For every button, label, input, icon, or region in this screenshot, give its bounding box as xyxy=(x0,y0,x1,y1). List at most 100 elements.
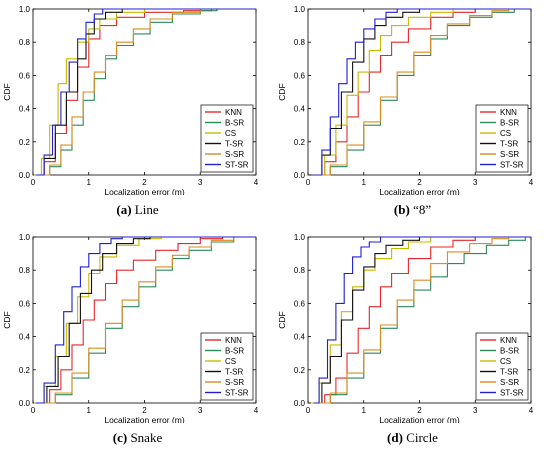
series-line-s-sr xyxy=(313,236,531,404)
series-line-b-sr xyxy=(35,8,256,176)
legend-label: T-SR xyxy=(225,140,243,149)
x-tick-label: 3 xyxy=(473,406,478,415)
x-tick-label: 4 xyxy=(254,178,259,187)
x-axis-label: Localization error (m) xyxy=(104,187,184,195)
x-tick-label: 1 xyxy=(87,178,92,187)
series-line-st-sr xyxy=(313,8,531,176)
series-line-st-sr xyxy=(35,8,256,176)
caption-b: (b) “8” xyxy=(275,202,550,218)
y-tick-label: 0.2 xyxy=(19,138,31,147)
x-tick-label: 0 xyxy=(31,178,36,187)
y-tick-label: 0.2 xyxy=(19,366,31,375)
y-tick-label: 0.4 xyxy=(19,105,31,114)
x-tick-label: 4 xyxy=(529,406,534,415)
x-tick-label: 4 xyxy=(254,406,259,415)
legend-label: ST-SR xyxy=(500,389,524,398)
x-tick-label: 1 xyxy=(87,406,92,415)
series-line-s-sr xyxy=(35,8,256,176)
chart-panel-c: 0 1 2 3 4 0.0 0.2 0.4 0.6 0.8 1.0 Localization erro… xyxy=(2,233,259,423)
legend-label: KNN xyxy=(500,336,517,345)
x-tick-label: 3 xyxy=(198,406,203,415)
y-tick-label: 0.6 xyxy=(19,299,31,308)
series-line-s-sr xyxy=(35,236,256,404)
caption-text: Circle xyxy=(406,430,438,445)
y-tick-label: 0.0 xyxy=(19,171,31,180)
series-line-t-sr xyxy=(313,8,531,176)
legend-label: KNN xyxy=(225,108,242,117)
chart-panel-d: 0 1 2 3 4 0.0 0.2 0.4 0.6 0.8 1.0 Localization erro… xyxy=(277,233,534,423)
series-line-t-sr xyxy=(35,8,256,176)
legend-label: S-SR xyxy=(225,378,244,387)
caption-text: “8” xyxy=(413,202,432,217)
legend-label: CS xyxy=(225,357,236,366)
legend-label: S-SR xyxy=(500,378,519,387)
caption-letter: (d) xyxy=(387,430,403,445)
legend-label: ST-SR xyxy=(225,389,249,398)
chart-panel-b: 0 1 2 3 4 0.0 0.2 0.4 0.6 0.8 1.0 Localization erro… xyxy=(277,5,534,195)
chart-panel-a: 0 1 2 3 4 0.0 0.2 0.4 0.6 0.8 1.0 Localization erro… xyxy=(2,5,259,195)
series-line-t-sr xyxy=(35,236,256,404)
y-tick-label: 0.0 xyxy=(294,399,306,408)
x-tick-label: 3 xyxy=(473,178,478,187)
legend-label: B-SR xyxy=(500,347,519,356)
legend-label: B-SR xyxy=(225,347,244,356)
x-tick-label: 2 xyxy=(417,178,422,187)
y-axis-label: CDF xyxy=(2,83,12,100)
legend-label: KNN xyxy=(225,336,242,345)
caption-a: (a) Line xyxy=(0,202,275,218)
legend-label: B-SR xyxy=(500,119,519,128)
x-tick-label: 0 xyxy=(31,406,36,415)
legend-label: S-SR xyxy=(225,150,244,159)
y-tick-label: 1.0 xyxy=(294,5,306,14)
legend-label: CS xyxy=(225,129,236,138)
series-line-s-sr xyxy=(313,8,531,176)
legend-label: CS xyxy=(500,357,511,366)
y-tick-label: 0.8 xyxy=(19,266,31,275)
legend-label: B-SR xyxy=(225,119,244,128)
y-tick-label: 0.0 xyxy=(19,399,31,408)
legend-label: T-SR xyxy=(500,368,518,377)
x-tick-label: 0 xyxy=(306,178,311,187)
legend-label: T-SR xyxy=(500,140,518,149)
y-tick-label: 0.4 xyxy=(294,333,306,342)
caption-letter: (c) xyxy=(112,430,128,445)
caption-c: (c) Snake xyxy=(0,430,275,446)
y-tick-label: 0.6 xyxy=(294,299,306,308)
x-tick-label: 3 xyxy=(198,178,203,187)
caption-text: Snake xyxy=(130,430,163,445)
caption-text: Line xyxy=(134,202,159,217)
legend-label: S-SR xyxy=(500,150,519,159)
legend-label: ST-SR xyxy=(500,161,524,170)
series-line-st-sr xyxy=(35,236,256,404)
y-tick-label: 0.6 xyxy=(294,71,306,80)
x-axis-label: Localization error (m) xyxy=(379,187,459,195)
y-axis-label: CDF xyxy=(277,83,287,100)
x-tick-label: 0 xyxy=(306,406,311,415)
x-tick-label: 2 xyxy=(142,406,147,415)
legend-box xyxy=(475,104,529,173)
y-tick-label: 1.0 xyxy=(19,233,31,242)
x-tick-label: 1 xyxy=(362,178,367,187)
legend-box xyxy=(200,104,254,173)
series-line-knn xyxy=(313,236,531,404)
y-tick-label: 0.8 xyxy=(294,266,306,275)
y-axis-label: CDF xyxy=(277,311,287,328)
x-tick-label: 4 xyxy=(529,178,534,187)
y-tick-label: 1.0 xyxy=(19,5,31,14)
series-line-st-sr xyxy=(313,236,531,404)
series-line-knn xyxy=(35,236,256,404)
legend-box xyxy=(475,332,529,401)
y-tick-label: 0.4 xyxy=(294,105,306,114)
y-tick-label: 0.6 xyxy=(19,71,31,80)
y-tick-label: 0.2 xyxy=(294,366,306,375)
y-tick-label: 0.8 xyxy=(19,38,31,47)
y-tick-label: 0.0 xyxy=(294,171,306,180)
series-line-cs xyxy=(313,8,531,176)
x-axis-label: Localization error (m) xyxy=(379,415,459,423)
legend-label: T-SR xyxy=(225,368,243,377)
legend-label: KNN xyxy=(500,108,517,117)
caption-letter: (b) xyxy=(393,202,410,217)
x-axis-label: Localization error (m) xyxy=(104,415,184,423)
series-line-t-sr xyxy=(313,236,531,404)
